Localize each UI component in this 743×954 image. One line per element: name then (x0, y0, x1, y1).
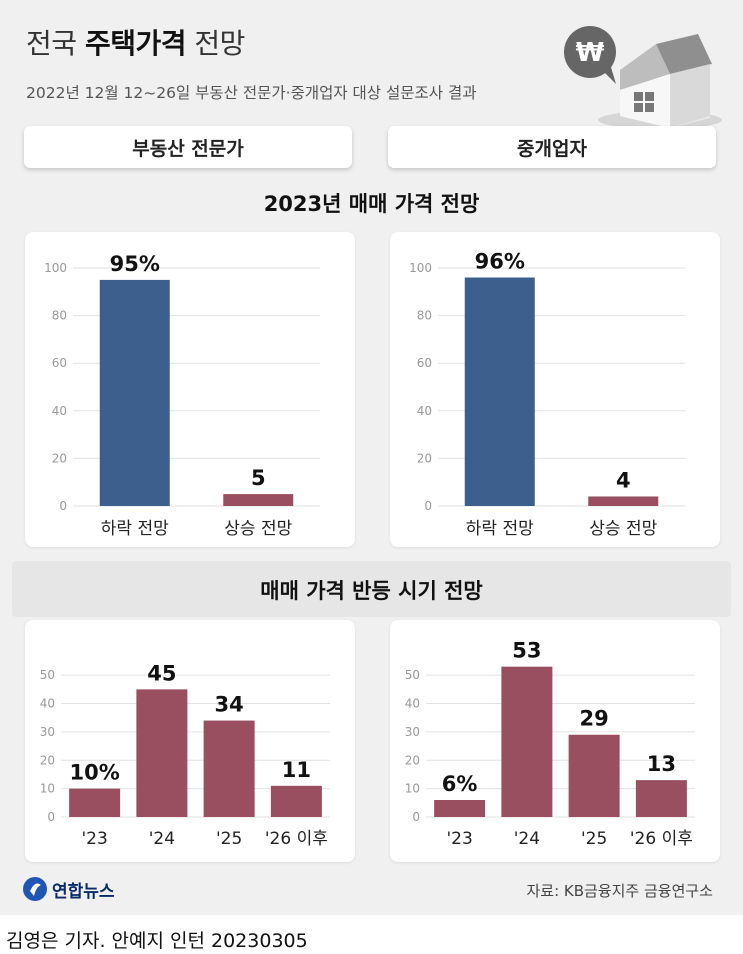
title-bold: 주택가격 (84, 27, 187, 60)
yonhap-logo: 연합뉴스 (22, 876, 115, 902)
chart-agents-rebound: 0 10 20 30 40 50 6% '23 53 '24 29 '25 13 '26 이후 (405, 639, 695, 849)
y-tick-label: 0 (47, 810, 55, 824)
y-tick-label: 20 (52, 451, 67, 465)
y-tick-label: 40 (40, 697, 55, 711)
y-tick-label: 30 (405, 725, 420, 739)
y-tick-label: 80 (52, 309, 67, 323)
y-tick-label: 100 (409, 261, 432, 275)
y-tick-label: 0 (59, 499, 67, 513)
category-label: 하락 전망 (101, 519, 169, 539)
source-note: 자료: KB금융지주 금융연구소 (526, 882, 713, 900)
bar-value-label: 10% (69, 761, 119, 785)
category-label: 상승 전망 (589, 519, 657, 539)
bar (464, 277, 535, 506)
bar (69, 788, 121, 817)
chart-experts-2023: 0 20 40 60 80 100 95% 하락 전망 5 상승 전망 (44, 252, 320, 539)
bar-value-label: 6% (442, 772, 478, 796)
y-tick-label: 20 (40, 753, 55, 767)
yonhap-logo-text: 연합뉴스 (52, 881, 115, 902)
bar-value-label: 45 (147, 661, 176, 685)
y-tick-label: 20 (405, 753, 420, 767)
y-tick-label: 60 (52, 356, 67, 370)
bar (501, 666, 553, 817)
title-light: 전국 (26, 27, 77, 60)
y-tick-label: 40 (52, 404, 67, 418)
bar-value-label: 5 (251, 466, 266, 490)
bar-value-label: 11 (282, 758, 311, 782)
y-tick-label: 10 (405, 782, 420, 796)
category-label: '25 (581, 829, 607, 849)
y-tick-label: 40 (405, 697, 420, 711)
bar-value-label: 4 (616, 468, 631, 492)
bar (136, 689, 188, 817)
category-label: '24 (149, 829, 175, 849)
page-subtitle: 2022년 12월 12~26일 부동산 전문가·중개업자 대상 설문조사 결과 (26, 84, 477, 102)
chart-panel-agents-rebound: 0 10 20 30 40 50 6% '23 53 '24 29 '25 13 '26 이후 (390, 620, 720, 862)
bar-value-label: 34 (215, 693, 244, 717)
category-label: '23 (81, 829, 107, 849)
chart-agents-2023: 0 20 40 60 80 100 96% 하락 전망 4 상승 전망 (409, 250, 685, 539)
section-title-rebound-timing: 매매 가격 반등 시기 전망 (260, 579, 483, 603)
bar-value-label: 13 (647, 752, 676, 776)
title-end: 전망 (194, 27, 245, 60)
bar (568, 734, 620, 817)
section-band (12, 561, 731, 617)
y-tick-label: 100 (44, 261, 67, 275)
category-label: 하락 전망 (466, 519, 534, 539)
y-tick-label: 40 (417, 404, 432, 418)
won-icon: ₩ (576, 38, 605, 68)
category-label: '24 (514, 829, 540, 849)
bar (270, 785, 322, 817)
category-label: 상승 전망 (224, 519, 292, 539)
chart-panel-agents-2023: 0 20 40 60 80 100 96% 하락 전망 4 상승 전망 (390, 232, 720, 547)
y-tick-label: 0 (424, 499, 432, 513)
y-tick-label: 80 (417, 309, 432, 323)
y-tick-label: 50 (40, 668, 55, 682)
bar-value-label: 29 (580, 707, 609, 731)
bar (635, 780, 687, 817)
chart-panel-experts-2023: 0 20 40 60 80 100 95% 하락 전망 5 상승 전망 (25, 232, 355, 547)
bar-value-label: 95% (110, 252, 160, 276)
category-label: '25 (216, 829, 242, 849)
bar (203, 720, 255, 817)
speech-bubble (564, 26, 616, 78)
bar (99, 279, 170, 506)
y-tick-label: 30 (40, 725, 55, 739)
y-tick-label: 0 (412, 810, 420, 824)
bar (223, 494, 294, 506)
group-label-experts: 부동산 전문가 (24, 126, 352, 168)
category-label: '26 이후 (265, 829, 328, 849)
section-title-2023-outlook: 2023년 매매 가격 전망 (263, 192, 480, 216)
group-label-agents: 중개업자 (388, 126, 716, 168)
y-tick-label: 10 (40, 782, 55, 796)
byline: 김영은 기자. 안예지 인턴 20230305 (6, 930, 308, 952)
chart-experts-rebound: 0 10 20 30 40 50 10% '23 45 '24 34 '25 11 '26 이후 (40, 661, 330, 849)
bar-value-label: 96% (475, 250, 525, 274)
y-tick-label: 60 (417, 356, 432, 370)
bar (434, 799, 486, 817)
y-tick-label: 50 (405, 668, 420, 682)
house-illustration: ₩ (564, 26, 722, 129)
chart-panel-experts-rebound: 0 10 20 30 40 50 10% '23 45 '24 34 '25 11 '26 이후 (25, 620, 355, 862)
category-label: '23 (446, 829, 472, 849)
category-label: '26 이후 (630, 829, 693, 849)
bar-value-label: 53 (512, 639, 541, 663)
page-title: 전국 주택가격 전망 (26, 22, 245, 62)
bar (588, 496, 659, 506)
y-tick-label: 20 (417, 451, 432, 465)
yonhap-logo-icon (23, 877, 47, 901)
